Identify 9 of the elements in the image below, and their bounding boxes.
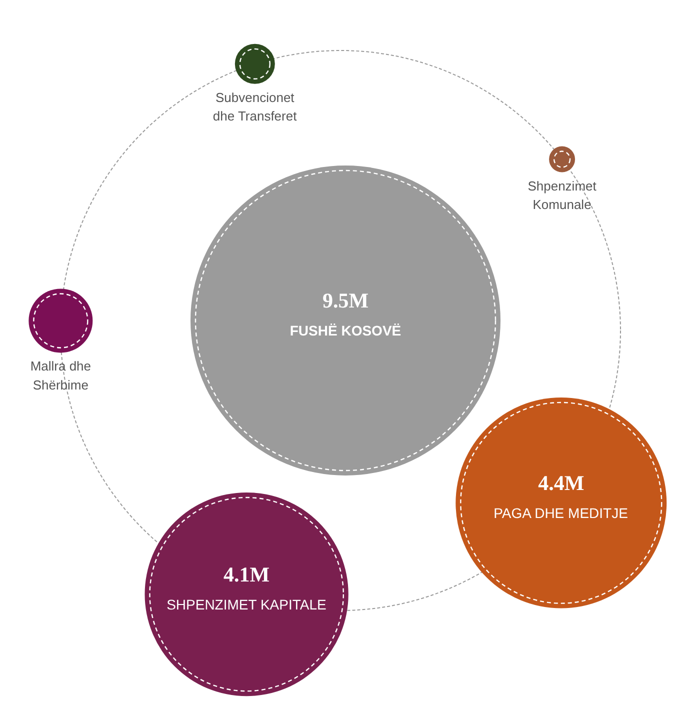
data-label: 9.5M (322, 288, 369, 312)
category-label: SHPENZIMET KAPITALE (166, 596, 326, 612)
category-label: FUSHË KOSOVË (290, 322, 402, 338)
data-label: 4.1M (224, 562, 270, 586)
category-label: PAGA DHE MEDITJE (494, 504, 628, 521)
category-label: Shpenzimet Komunale (528, 178, 597, 212)
category-label: Subvencionet dhe Transferet (212, 90, 298, 124)
category-label: Mallra dhe Shërbime (30, 358, 92, 392)
data-label: 4.4M (538, 470, 584, 495)
